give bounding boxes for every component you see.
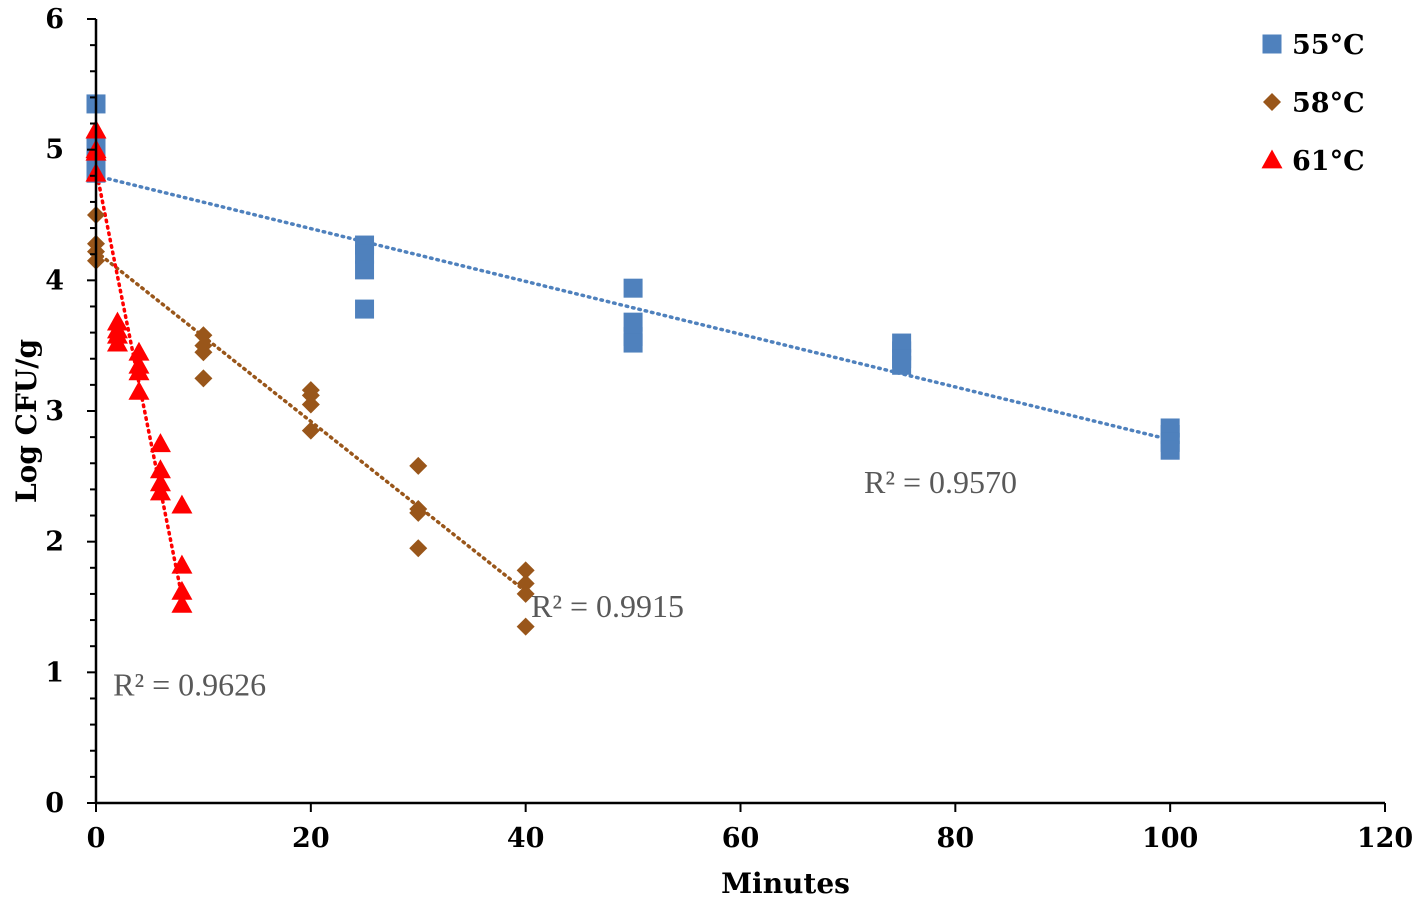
- data-point-triangle: [171, 580, 193, 600]
- data-point-triangle: [171, 554, 193, 574]
- legend-marker-diamond: [1263, 93, 1281, 111]
- r2-label-diamond: R² = 0.9915: [531, 588, 684, 624]
- x-tick-label: 100: [1142, 823, 1198, 854]
- data-point-diamond: [301, 395, 320, 414]
- trendline-square: [94, 174, 1172, 442]
- series-triangle: [85, 119, 193, 613]
- data-point-triangle: [106, 332, 128, 352]
- y-axis-title: Log CFU/g: [10, 339, 43, 503]
- data-point-diamond: [194, 326, 213, 345]
- legend-item-square: 55°C: [1262, 30, 1365, 61]
- data-point-square: [355, 244, 375, 264]
- r2-label-triangle: R² = 0.9626: [113, 666, 266, 702]
- data-point-triangle: [128, 341, 150, 361]
- y-tick-label: 0: [45, 788, 64, 819]
- data-point-triangle: [149, 459, 171, 479]
- x-tick-label: 20: [292, 823, 330, 854]
- x-tick-label: 120: [1357, 823, 1413, 854]
- data-point-diamond: [516, 584, 535, 603]
- y-tick-label: 6: [45, 4, 64, 35]
- data-point-diamond: [194, 369, 213, 388]
- data-point-diamond: [409, 456, 428, 475]
- data-point-diamond: [194, 343, 213, 362]
- trendline-diamond: [94, 249, 528, 594]
- r2-label-square: R² = 0.9570: [864, 464, 1017, 500]
- x-axis-title: Minutes: [721, 867, 850, 900]
- data-point-square: [355, 299, 375, 319]
- data-point-diamond: [409, 539, 428, 558]
- y-tick-label: 1: [45, 657, 64, 688]
- series-diamond: [87, 206, 535, 636]
- data-point-diamond: [516, 561, 535, 580]
- legend-label-diamond: 58°C: [1292, 88, 1365, 119]
- legend-item-diamond: 58°C: [1263, 88, 1365, 119]
- data-point-diamond: [516, 617, 535, 636]
- data-point-triangle: [171, 494, 193, 514]
- y-tick-label: 4: [45, 265, 64, 296]
- data-point-triangle: [128, 361, 150, 381]
- data-point-square: [623, 312, 643, 332]
- x-tick-label: 40: [507, 823, 545, 854]
- trendlines: [94, 167, 1172, 599]
- legend-marker-square: [1262, 34, 1282, 54]
- legend-label-triangle: 61°C: [1292, 146, 1365, 177]
- data-point-diamond: [516, 574, 535, 593]
- data-point-square: [1160, 440, 1180, 460]
- y-tick-label: 5: [45, 135, 64, 166]
- x-tick-label: 60: [722, 823, 760, 854]
- data-point-triangle: [149, 433, 171, 453]
- legend-label-square: 55°C: [1292, 30, 1365, 61]
- series-square: [86, 94, 1180, 460]
- r2-labels: R² = 0.9570 R² = 0.9915 R² = 0.9626: [113, 464, 1017, 703]
- y-tick-label: 2: [45, 527, 64, 558]
- legend-item-triangle: 61°C: [1261, 146, 1365, 177]
- data-point-diamond: [301, 386, 320, 405]
- data-point-triangle: [149, 481, 171, 501]
- trendline-triangle: [94, 167, 184, 599]
- legend: 55°C 58°C 61°C: [1261, 30, 1365, 177]
- data-points: [85, 94, 1180, 636]
- legend-marker-triangle: [1261, 149, 1283, 169]
- y-tick-label: 3: [45, 396, 64, 427]
- data-point-square: [892, 355, 912, 375]
- data-point-triangle: [128, 380, 150, 400]
- data-point-diamond: [409, 503, 428, 522]
- data-point-triangle: [171, 593, 193, 613]
- data-point-square: [623, 333, 643, 353]
- data-point-square: [355, 260, 375, 280]
- x-tick-label: 0: [87, 823, 106, 854]
- x-tick-label: 80: [937, 823, 975, 854]
- data-point-square: [623, 278, 643, 298]
- data-point-diamond: [301, 421, 320, 440]
